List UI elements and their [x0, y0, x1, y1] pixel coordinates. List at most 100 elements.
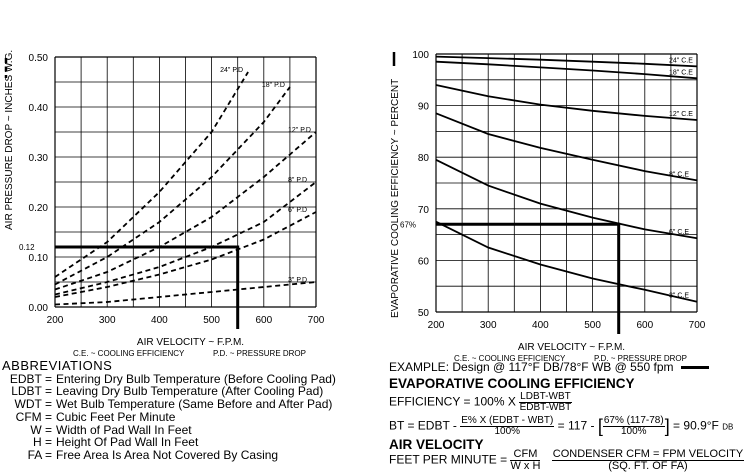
legend-ce: C.E. ~ COOLING EFFICIENCY	[454, 354, 566, 363]
bt-denominator-2: 100%	[620, 426, 647, 437]
bt-bracket-open: [	[597, 416, 603, 436]
series-line	[435, 84, 698, 121]
x-axis-label: AIR VELOCITY ~ F.P.M.	[518, 342, 625, 353]
condenser-numerator: CONDENSER CFM = FPM VELOCITY	[551, 448, 745, 461]
bt-mid: = 117 -	[557, 418, 595, 433]
series-label: 24" P.D	[220, 67, 243, 74]
series-line	[54, 281, 317, 306]
abbreviation-row: WDT = Wet Bulb Temperature (Same Before a…	[2, 398, 372, 411]
series-label: 3" P.D	[288, 277, 307, 284]
abbreviation-key: EDBT =	[9, 371, 52, 386]
x-tick-label: 400	[532, 320, 549, 331]
abbreviation-key: WDT =	[14, 397, 52, 412]
abbreviation-value: Height Of Pad Wall In Feet	[56, 435, 199, 450]
efficiency-formula: EFFICIENCY = 100% X LDBT-WBT EDBT-WBT	[389, 392, 572, 413]
example-text: EXAMPLE: Design @ 117°F DB/78°F WB @ 550…	[389, 360, 674, 374]
series-label: 3" C.E	[669, 293, 689, 300]
condenser-fraction: CONDENSER CFM = FPM VELOCITY (SQ. FT. OF…	[551, 448, 745, 472]
x-tick-label: 400	[151, 315, 168, 326]
series-label: 18" C.E	[669, 69, 693, 76]
y-axis-label-right: EVAPORATIVE COOLING EFFICIENCY ~ PERCENT	[390, 79, 401, 318]
abbreviation-key: CFM =	[15, 409, 52, 424]
y-tick-label: 0.40	[29, 103, 49, 114]
legend-pd: P.D. ~ PRESSURE DROP	[213, 349, 306, 358]
fpm-lhs: FEET PER MINUTE =	[389, 452, 508, 467]
abbreviation-key: W =	[30, 422, 52, 437]
x-tick-label: 200	[428, 320, 445, 331]
bt-result: = 90.9°F	[673, 418, 719, 433]
series-line	[435, 112, 698, 182]
abbreviation-row: FA = Free Area Is Area Not Covered By Cas…	[2, 449, 372, 462]
abbreviations-panel: ABBREVIATIONS EDBT = Entering Dry Bulb Te…	[2, 358, 372, 462]
abbreviation-value: Width of Pad Wall In Feet	[56, 422, 192, 437]
fpm-numerator: CFM	[510, 449, 541, 461]
abbreviation-value: Free Area Is Area Not Covered By Casing	[56, 447, 279, 462]
y-tick-label: 70	[418, 205, 430, 216]
series-line	[54, 86, 291, 286]
y-tick-label: 100	[412, 50, 429, 61]
bt-denominator: 100%	[494, 426, 521, 437]
efficiency-fraction: LDBT-WBT EDBT-WBT	[519, 392, 572, 413]
y-tick-label: 0.50	[29, 53, 49, 64]
x-axis-label: AIR VELOCITY ~ F.P.M.	[137, 337, 244, 348]
series-label: 24" C.E	[669, 57, 693, 64]
series-line	[54, 131, 317, 291]
series-label: 6" P.D	[288, 207, 307, 214]
legend-ce: C.E. ~ COOLING EFFICIENCY	[73, 349, 185, 358]
bt-bracket-close: ]	[664, 416, 670, 436]
bt-numerator: E% X (EDBT - WBT)	[460, 415, 555, 427]
abbreviation-key: H =	[32, 435, 52, 450]
y-tick-label: 0.20	[29, 203, 49, 214]
series-label: 18" P.D	[262, 82, 285, 89]
abbreviation-row: CFM = Cubic Feet Per Minute	[2, 411, 372, 424]
bt-fraction-2: 67% (117-78) 100%	[602, 416, 665, 437]
efficiency-denominator: EDBT-WBT	[519, 402, 572, 413]
x-tick-label: 600	[636, 320, 653, 331]
example-path	[436, 222, 621, 334]
series-label: 8" P.D	[288, 177, 307, 184]
series-label: 6" C.E	[669, 229, 689, 236]
example-path	[55, 245, 240, 329]
abbreviation-value: Wet Bulb Temperature (Same Before and Af…	[56, 397, 333, 412]
x-tick-label: 500	[203, 315, 220, 326]
abbreviation-row: LDBT = Leaving Dry Bulb Temperature (Afte…	[2, 385, 372, 398]
series-line	[435, 220, 698, 303]
example-marker	[680, 366, 709, 370]
efficiency-lhs: EFFICIENCY = 100% X	[389, 394, 516, 409]
y-axis-label-left: AIR PRESSURE DROP ~ INCHES W.G.	[4, 50, 15, 230]
abbreviation-key: LDBT =	[11, 384, 52, 399]
y-tick-label: 90	[418, 102, 430, 113]
series-line	[54, 71, 249, 278]
y-tick-label: 60	[418, 256, 430, 267]
abbreviation-value: Leaving Dry Bulb Temperature (After Cool…	[56, 384, 324, 399]
example-y-label: 67%	[400, 220, 416, 229]
abbreviation-row: EDBT = Entering Dry Bulb Temperature (Bef…	[2, 371, 372, 386]
x-tick-label: 500	[584, 320, 601, 331]
example-y-label: 0.12	[19, 243, 35, 252]
y-tick-label: 0.30	[29, 153, 49, 164]
series-label: 12" P.D	[288, 127, 311, 134]
abbreviation-row: H = Height Of Pad Wall In Feet	[2, 436, 372, 449]
abbreviations-title: ABBREVIATIONS	[2, 358, 113, 373]
x-tick-label: 600	[255, 315, 272, 326]
y-tick-label: 0.00	[29, 303, 49, 314]
x-tick-label: 300	[99, 315, 116, 326]
velocity-heading: AIR VELOCITY	[389, 437, 484, 452]
series-label: 8" C.E	[669, 171, 689, 178]
x-tick-label: 300	[480, 320, 497, 331]
series-line	[435, 60, 698, 80]
abbreviations-list: EDBT = Entering Dry Bulb Temperature (Bef…	[2, 371, 372, 462]
example-line: EXAMPLE: Design @ 117°F DB/78°F WB @ 550…	[389, 360, 709, 374]
series-line	[435, 55, 698, 68]
condenser-denominator: (SQ. FT. OF FA)	[608, 460, 688, 472]
x-tick-label: 700	[308, 315, 325, 326]
series-label: 12" C.E	[669, 111, 693, 118]
series-line	[54, 181, 317, 296]
bt-fraction: E% X (EDBT - WBT) 100%	[460, 415, 555, 437]
x-tick-label: 700	[689, 320, 706, 331]
fpm-formula: FEET PER MINUTE = CFM W x H CONDENSER CF…	[389, 448, 745, 472]
efficiency-heading: EVAPORATIVE COOLING EFFICIENCY	[389, 376, 635, 391]
series-line	[54, 211, 317, 298]
fpm-denominator: W x H	[510, 460, 541, 472]
